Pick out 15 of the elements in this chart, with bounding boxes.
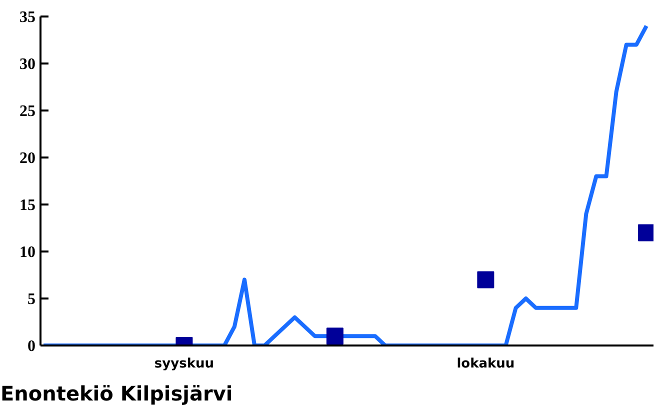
text: Enontekiö Kilpisjärvi (0, 382, 233, 406)
y-tick-label: 25 (20, 103, 36, 120)
y-tick-label: 35 (20, 9, 36, 26)
y-tick-label: 15 (20, 197, 36, 214)
x-tick-label: syyskuu (154, 356, 214, 372)
point (638, 224, 654, 242)
y-tick-label: 0 (28, 338, 36, 355)
line-series (42, 24, 648, 346)
point (477, 271, 494, 288)
y-tick-label: 5 (28, 291, 36, 308)
y-tick-label: 10 (20, 244, 36, 261)
y-tick-label: 20 (20, 150, 36, 167)
x-tick-label: lokakuu (456, 356, 515, 372)
y-tick-label: 30 (20, 56, 36, 73)
point (326, 328, 344, 345)
